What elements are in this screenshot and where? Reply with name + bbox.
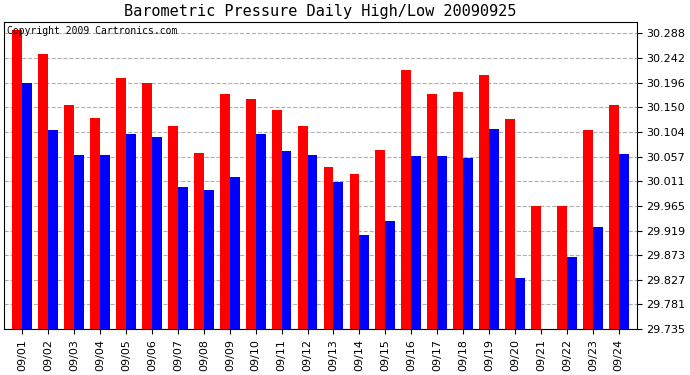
Bar (142, 83, 152, 329)
Bar (375, 150, 385, 329)
Bar (116, 78, 126, 329)
Bar (297, 126, 308, 329)
Bar (48, 130, 58, 329)
Bar (489, 129, 499, 329)
Bar (75, 155, 84, 329)
Bar (557, 206, 567, 329)
Bar (619, 154, 629, 329)
Bar (204, 190, 214, 329)
Bar (531, 206, 541, 329)
Bar (12, 30, 22, 329)
Bar (324, 167, 333, 329)
Title: Barometric Pressure Daily High/Low 20090925: Barometric Pressure Daily High/Low 20090… (124, 4, 517, 19)
Bar (359, 236, 369, 329)
Bar (168, 126, 178, 329)
Bar (350, 174, 359, 329)
Bar (272, 110, 282, 329)
Bar (463, 158, 473, 329)
Bar (282, 151, 291, 329)
Bar (333, 182, 344, 329)
Bar (567, 257, 577, 329)
Bar (256, 134, 266, 329)
Bar (583, 130, 593, 329)
Bar (178, 188, 188, 329)
Bar (427, 94, 437, 329)
Bar (411, 156, 421, 329)
Bar (220, 94, 230, 329)
Bar (152, 136, 162, 329)
Bar (609, 105, 619, 329)
Bar (100, 155, 110, 329)
Bar (437, 156, 447, 329)
Bar (90, 118, 100, 329)
Bar (246, 99, 256, 329)
Bar (126, 134, 136, 329)
Bar (308, 155, 317, 329)
Bar (453, 92, 463, 329)
Bar (22, 83, 32, 329)
Text: Copyright 2009 Cartronics.com: Copyright 2009 Cartronics.com (8, 26, 178, 36)
Bar (64, 105, 75, 329)
Bar (505, 119, 515, 329)
Bar (39, 54, 48, 329)
Bar (230, 177, 239, 329)
Bar (593, 228, 602, 329)
Bar (480, 75, 489, 329)
Bar (194, 153, 204, 329)
Bar (515, 278, 525, 329)
Bar (385, 220, 395, 329)
Bar (402, 70, 411, 329)
